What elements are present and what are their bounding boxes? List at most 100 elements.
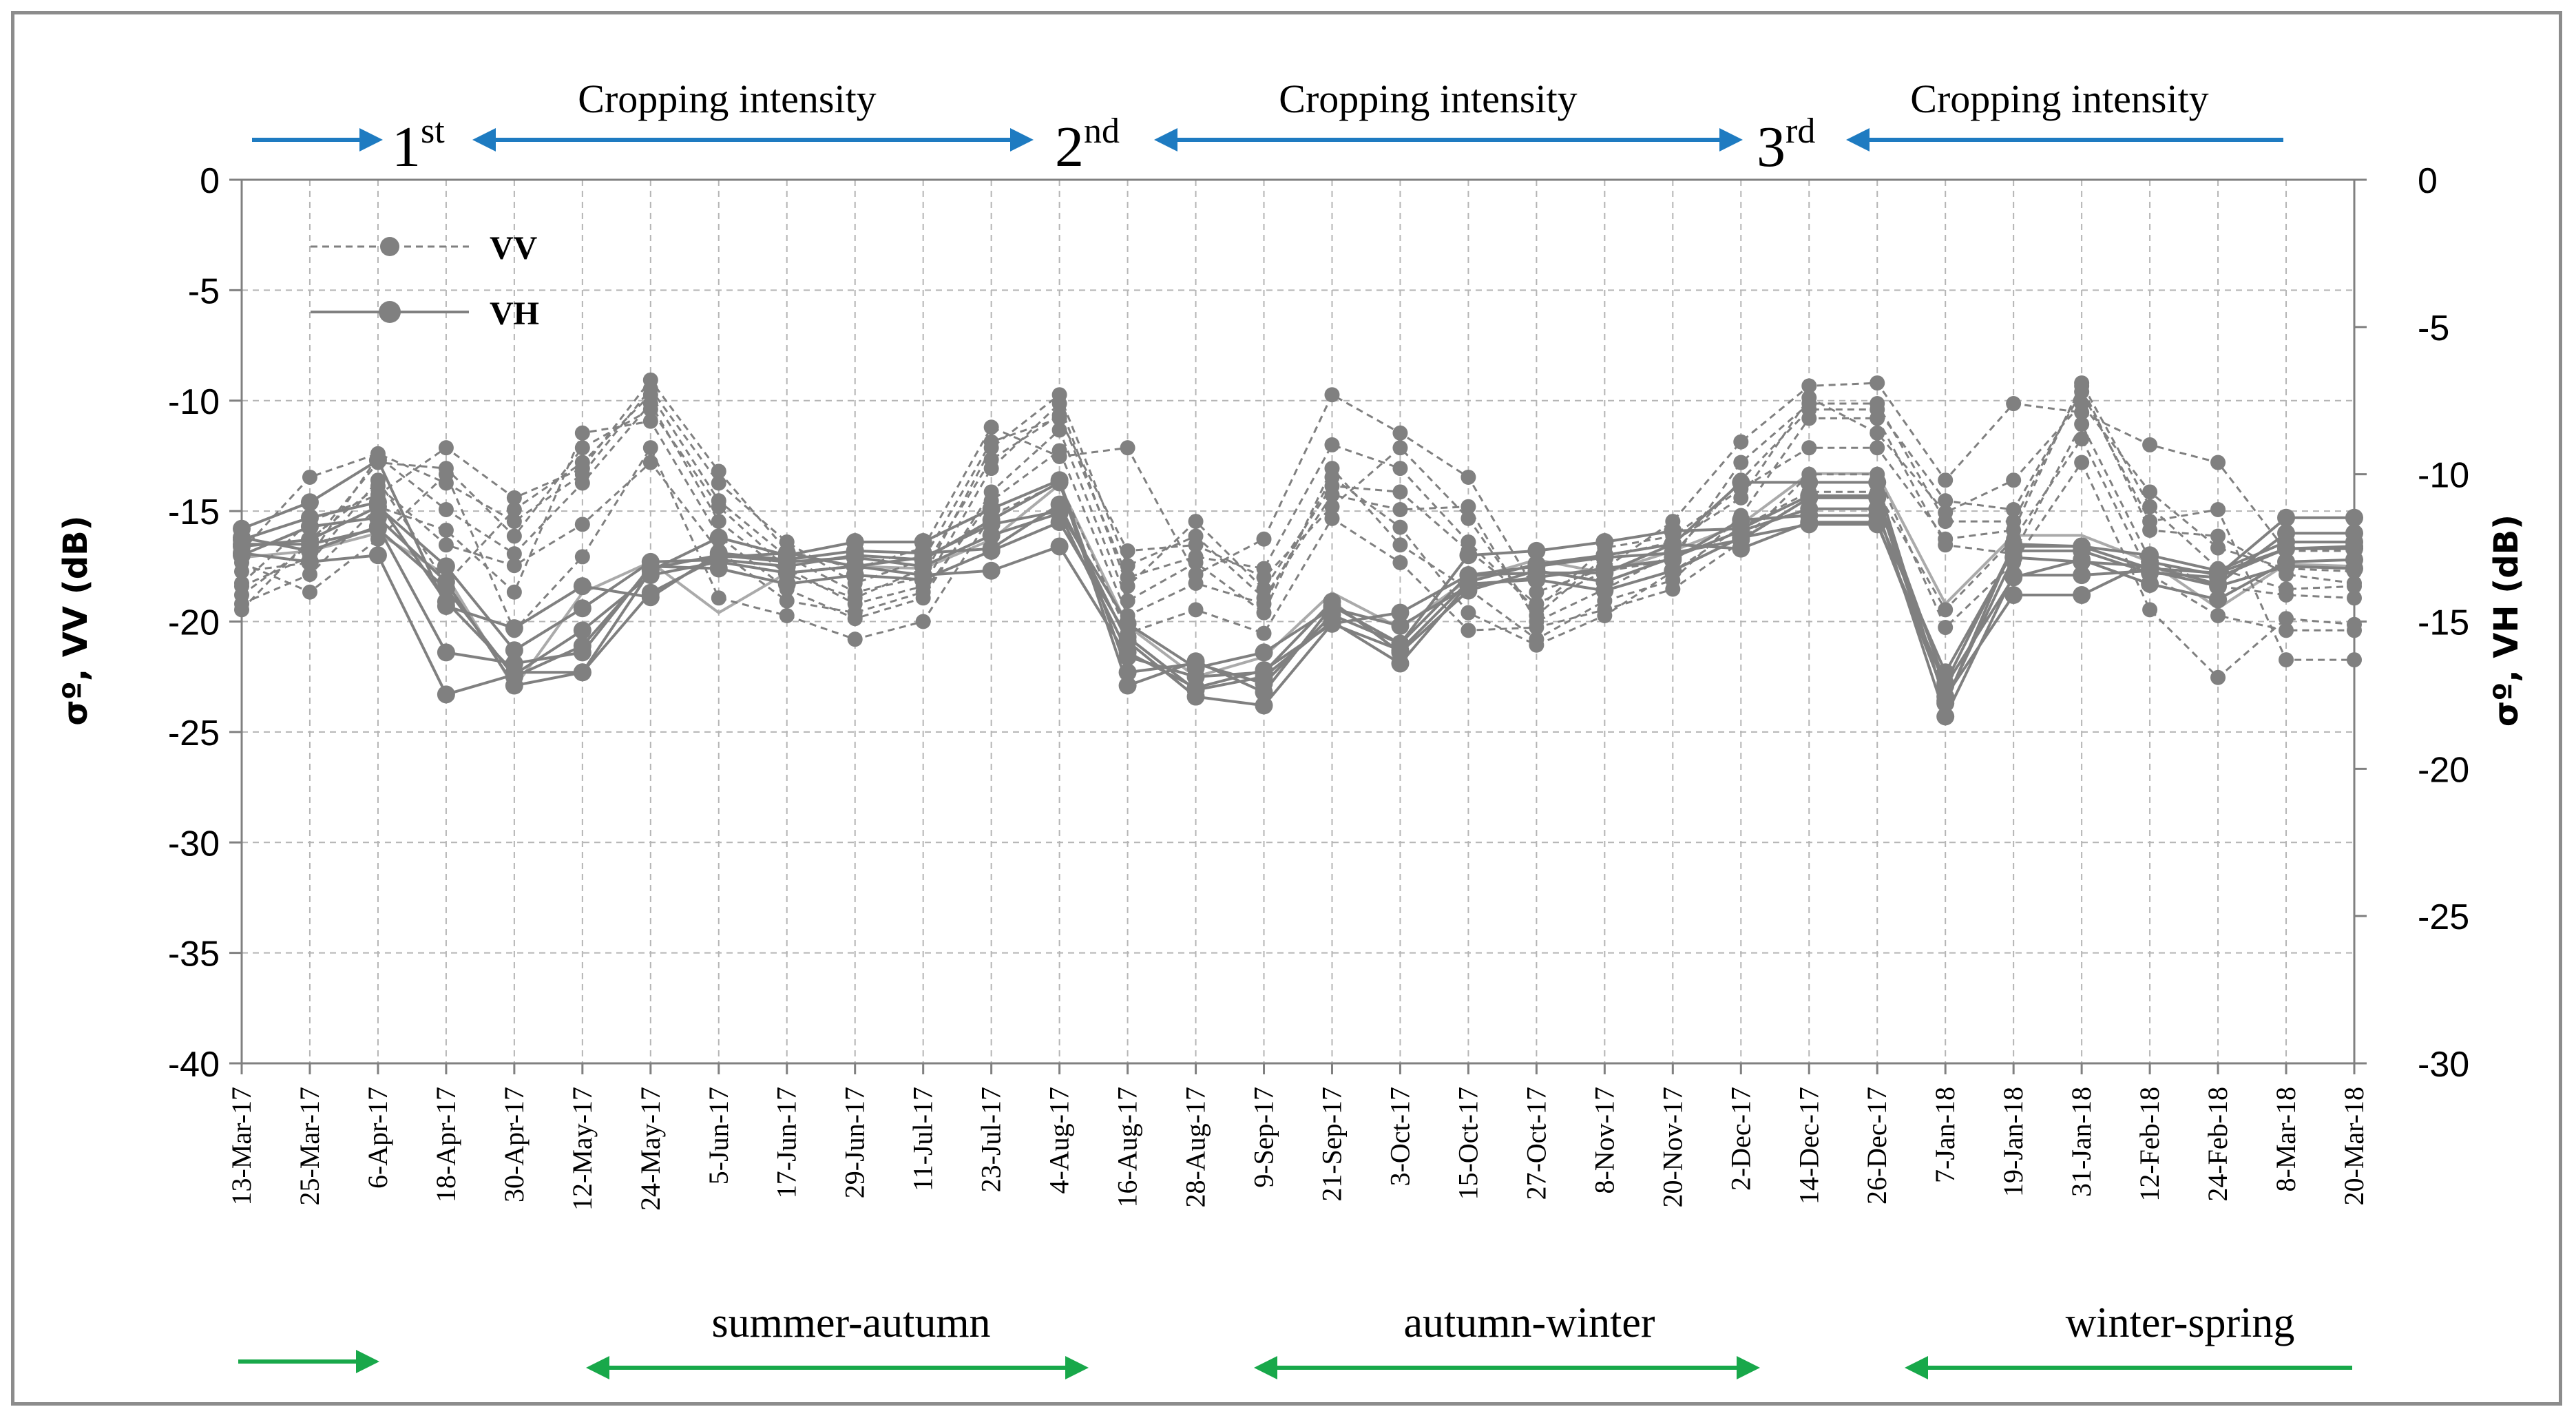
data-point bbox=[506, 501, 522, 517]
data-point bbox=[1665, 563, 1681, 579]
arrow-head bbox=[1846, 128, 1870, 152]
data-point bbox=[1529, 584, 1544, 600]
data-point bbox=[574, 517, 590, 532]
x-tick-label: 17-Jun-17 bbox=[771, 1087, 802, 1198]
data-point bbox=[1051, 443, 1067, 459]
data-point bbox=[505, 641, 523, 660]
data-point bbox=[2142, 484, 2158, 500]
blue-arrow-3 bbox=[1846, 128, 2283, 152]
data-point bbox=[1733, 534, 1749, 550]
data-point bbox=[2210, 528, 2226, 544]
season-annotations: summer-autumn autumn-winter winter-sprin… bbox=[238, 1300, 2352, 1379]
data-point bbox=[709, 559, 728, 578]
cropping-intensity-label-1: Cropping intensity bbox=[578, 76, 876, 121]
data-point bbox=[1870, 375, 1885, 391]
data-point bbox=[2142, 522, 2158, 538]
data-point bbox=[1870, 484, 1885, 500]
data-point bbox=[1324, 499, 1340, 514]
legend: VV VH bbox=[311, 230, 539, 332]
x-tick-label: 20-Mar-18 bbox=[2338, 1087, 2369, 1205]
data-point bbox=[1801, 440, 1817, 456]
data-point bbox=[573, 621, 591, 640]
backscatter-time-series-chart: 0 -5 -10 -15 -20 -25 -30 -35 -40 0 -5 -10 -15 -20 -25… bbox=[56, 76, 2526, 1379]
data-point bbox=[1051, 396, 1067, 412]
data-point bbox=[2279, 543, 2294, 559]
series-line bbox=[241, 480, 2354, 707]
data-point bbox=[302, 549, 317, 565]
cropping-intensity-label-3: Cropping intensity bbox=[1910, 76, 2208, 121]
data-point bbox=[1051, 422, 1067, 438]
blue-arrow-start bbox=[252, 128, 383, 152]
data-point bbox=[1050, 504, 1069, 523]
data-point bbox=[2142, 567, 2158, 583]
x-axis: 13-Mar-17 25-Mar-17 6-Apr-17 18-Apr-17 30-Ap… bbox=[226, 1063, 2369, 1211]
x-tick-label: 15-Oct-17 bbox=[1452, 1087, 1483, 1200]
data-point bbox=[1118, 676, 1137, 695]
data-point bbox=[847, 632, 863, 647]
data-point bbox=[506, 623, 522, 638]
data-point bbox=[983, 452, 999, 468]
data-point bbox=[846, 533, 864, 552]
series-VV-4 bbox=[234, 410, 2362, 647]
data-point bbox=[1733, 508, 1749, 523]
data-point bbox=[915, 540, 931, 556]
right-y-tick-label: 0 bbox=[2418, 161, 2438, 201]
data-point bbox=[368, 546, 387, 565]
data-point bbox=[642, 372, 658, 388]
left-y-tick-label: 0 bbox=[200, 161, 220, 201]
data-point bbox=[574, 549, 590, 565]
data-point bbox=[1529, 620, 1544, 636]
data-point bbox=[779, 543, 795, 559]
data-point bbox=[1118, 643, 1137, 662]
data-point bbox=[437, 643, 455, 662]
data-point bbox=[2210, 501, 2226, 517]
x-tick-label: 14-Dec-17 bbox=[1793, 1087, 1824, 1205]
data-point bbox=[370, 449, 386, 465]
data-point bbox=[2142, 602, 2158, 618]
green-arrow-summer-autumn bbox=[586, 1356, 1089, 1379]
arrow-head bbox=[1737, 1356, 1760, 1379]
data-point bbox=[2209, 590, 2228, 609]
data-point bbox=[2279, 652, 2294, 668]
data-point bbox=[506, 528, 522, 544]
data-point bbox=[1188, 514, 1204, 530]
data-point bbox=[847, 590, 863, 606]
legend-vh-label: VH bbox=[490, 295, 539, 332]
data-point bbox=[573, 577, 591, 596]
x-tick-label: 16-Aug-17 bbox=[1112, 1087, 1143, 1208]
series-VV-5 bbox=[234, 372, 2362, 600]
series-line bbox=[240, 378, 2354, 594]
data-point bbox=[1460, 469, 1476, 485]
data-point bbox=[302, 469, 317, 485]
data-point bbox=[847, 605, 863, 621]
data-point bbox=[2142, 499, 2158, 514]
data-point bbox=[1733, 519, 1749, 535]
data-point bbox=[2347, 563, 2362, 579]
data-point bbox=[711, 463, 726, 479]
data-point bbox=[1801, 410, 1817, 426]
data-point bbox=[641, 588, 660, 607]
arrow-head bbox=[1154, 128, 1177, 152]
data-point bbox=[506, 584, 522, 600]
data-point bbox=[711, 528, 726, 544]
cropping-intensity-annotations: Cropping intensity Cropping intensity Cr… bbox=[252, 76, 2283, 179]
left-y-tick-label: -30 bbox=[168, 824, 220, 864]
data-point bbox=[983, 434, 999, 450]
ordinal-3rd: 3rd bbox=[1757, 112, 1815, 179]
x-tick-label: 25-Mar-17 bbox=[294, 1087, 325, 1205]
data-point bbox=[2347, 590, 2362, 606]
season-label-summer-autumn: summer-autumn bbox=[711, 1300, 990, 1346]
series-VV-8 bbox=[234, 431, 2362, 653]
data-point bbox=[300, 493, 319, 512]
data-point bbox=[1188, 549, 1204, 565]
data-point bbox=[779, 593, 795, 609]
data-point bbox=[1597, 561, 1613, 576]
data-point bbox=[2210, 455, 2226, 470]
x-tick-label: 21-Sep-17 bbox=[1316, 1087, 1347, 1202]
data-point bbox=[1938, 620, 1954, 636]
x-tick-label: 12-Feb-18 bbox=[2134, 1087, 2165, 1202]
data-point bbox=[1665, 552, 1681, 567]
data-point bbox=[642, 455, 658, 470]
data-point bbox=[2004, 568, 2023, 587]
data-point bbox=[779, 607, 795, 623]
